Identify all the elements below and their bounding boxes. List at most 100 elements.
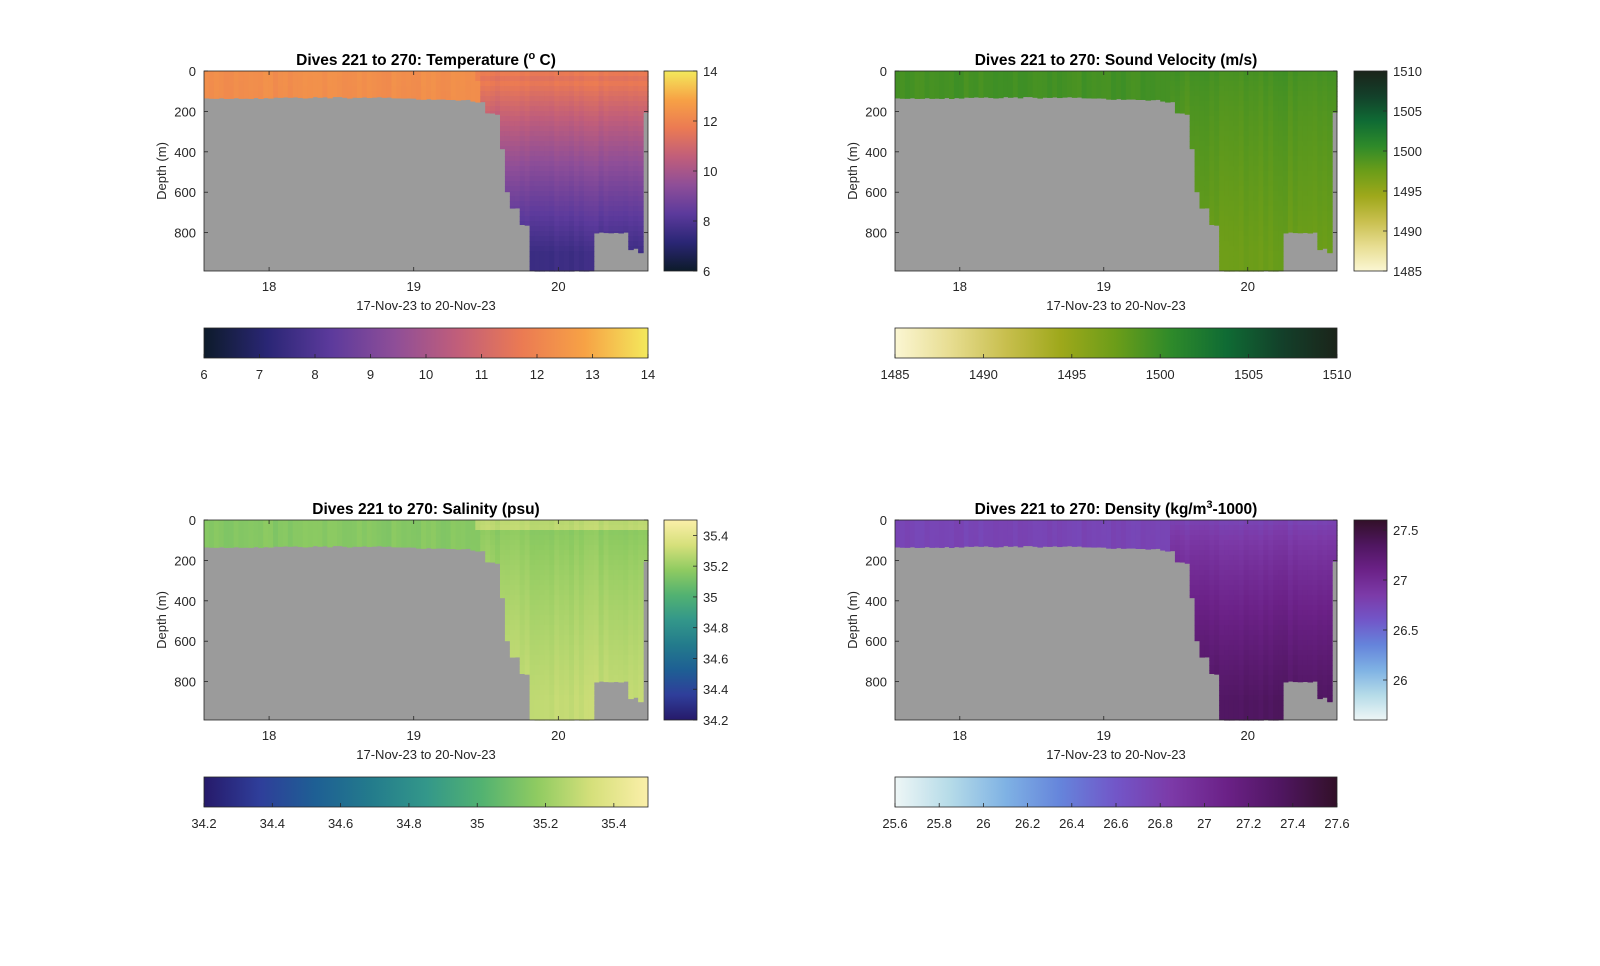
heatmap-cell <box>1204 171 1210 177</box>
heatmap-cell <box>578 550 585 556</box>
heatmap-cell <box>588 201 595 207</box>
heatmap-cell <box>504 585 511 591</box>
heatmap-cell <box>1037 96 1043 99</box>
heatmap-cell <box>1101 540 1107 546</box>
heatmap-cell <box>1017 530 1024 536</box>
y-tick-label: 800 <box>865 226 887 241</box>
axes-box <box>894 70 1338 272</box>
heatmap-cell <box>1150 91 1156 97</box>
heatmap-cell <box>534 166 541 172</box>
heatmap-cell <box>554 261 560 267</box>
heatmap-cell <box>578 670 585 676</box>
heatmap-cell <box>598 181 605 187</box>
heatmap-cell <box>944 535 950 541</box>
heatmap-cell <box>603 540 610 546</box>
heatmap-cell <box>1297 96 1304 102</box>
heatmap-cell <box>524 530 531 536</box>
heatmap-cell <box>519 196 526 202</box>
heatmap-cell <box>593 81 600 87</box>
heatmap-cell <box>391 520 397 526</box>
heatmap-cell <box>1327 101 1333 107</box>
heatmap-cell <box>1204 520 1210 526</box>
heatmap-cell <box>588 266 595 272</box>
heatmap-cell <box>514 181 521 187</box>
heatmap-cell <box>949 530 955 536</box>
heatmap-cell <box>578 131 585 137</box>
heatmap-cell <box>1224 675 1230 681</box>
heatmap-cell <box>475 520 481 526</box>
heatmap-cell <box>643 111 649 113</box>
heatmap-cell <box>307 91 314 97</box>
heatmap-cell <box>1238 101 1245 107</box>
y-tick-label: 400 <box>174 594 196 609</box>
heatmap-cell <box>1268 81 1274 87</box>
heatmap-cell <box>1238 266 1245 272</box>
heatmap-cell <box>588 685 595 691</box>
heatmap-cell <box>1253 256 1260 262</box>
heatmap-cell <box>559 570 565 576</box>
heatmap-cell <box>638 575 644 581</box>
heatmap-cell <box>569 161 575 167</box>
heatmap-cell <box>1219 101 1225 107</box>
heatmap-cell <box>628 141 634 147</box>
heatmap-cell <box>618 186 624 192</box>
heatmap-cell <box>1145 96 1151 101</box>
heatmap-cell <box>1170 71 1176 77</box>
heatmap-cell <box>460 91 467 97</box>
heatmap-cell <box>1312 221 1318 227</box>
heatmap-cell <box>559 690 565 696</box>
heatmap-cell <box>1224 545 1230 551</box>
heatmap-cell <box>514 600 521 606</box>
heatmap-cell <box>564 590 570 596</box>
heatmap-cell <box>1263 151 1269 157</box>
heatmap-cell <box>544 700 550 706</box>
heatmap-cell <box>1253 81 1260 87</box>
heatmap-cell <box>534 690 541 696</box>
heatmap-cell <box>485 545 491 551</box>
heatmap-cell <box>1037 535 1043 541</box>
heatmap-cell <box>1238 226 1245 232</box>
heatmap-cell <box>559 96 565 102</box>
heatmap-cell <box>1243 216 1250 222</box>
heatmap-cell <box>208 91 215 97</box>
heatmap-cell <box>1273 206 1279 212</box>
heatmap-cell <box>307 86 314 92</box>
heatmap-cell <box>1332 106 1338 112</box>
heatmap-cell <box>939 71 945 77</box>
heatmap-cell <box>564 256 570 262</box>
heatmap-cell <box>554 655 560 661</box>
heatmap-cell <box>509 181 516 187</box>
heatmap-cell <box>944 530 950 536</box>
heatmap-cell <box>569 615 575 621</box>
heatmap-cell <box>1219 640 1225 646</box>
heatmap-cell <box>643 71 649 77</box>
heatmap-cell <box>564 610 570 616</box>
heatmap-cell <box>608 595 615 601</box>
heatmap-cell <box>588 540 595 546</box>
heatmap-cell <box>509 600 516 606</box>
heatmap-cell <box>534 141 541 147</box>
heatmap-cell <box>608 221 615 227</box>
heatmap-cell <box>904 545 911 548</box>
heatmap-cell <box>1066 91 1073 97</box>
heatmap-cell <box>633 570 639 576</box>
heatmap-cell <box>1273 176 1279 182</box>
heatmap-cell <box>1209 111 1215 117</box>
heatmap-cell <box>554 685 560 691</box>
heatmap-cell <box>578 665 585 671</box>
heatmap-cell <box>376 535 383 541</box>
heatmap-cell <box>1204 91 1210 97</box>
heatmap-cell <box>1228 201 1235 207</box>
heatmap-cell <box>899 520 906 526</box>
heatmap-cell <box>1214 630 1220 636</box>
heatmap-cell <box>411 91 417 97</box>
heatmap-cell <box>430 545 437 549</box>
heatmap-cell <box>1052 545 1058 547</box>
heatmap-cell <box>529 690 536 696</box>
heatmap-cell <box>1130 545 1137 549</box>
heatmap-cell <box>618 640 624 646</box>
heatmap-cell <box>628 236 634 242</box>
heatmap-cell <box>519 555 526 561</box>
heatmap-cell <box>569 705 575 711</box>
